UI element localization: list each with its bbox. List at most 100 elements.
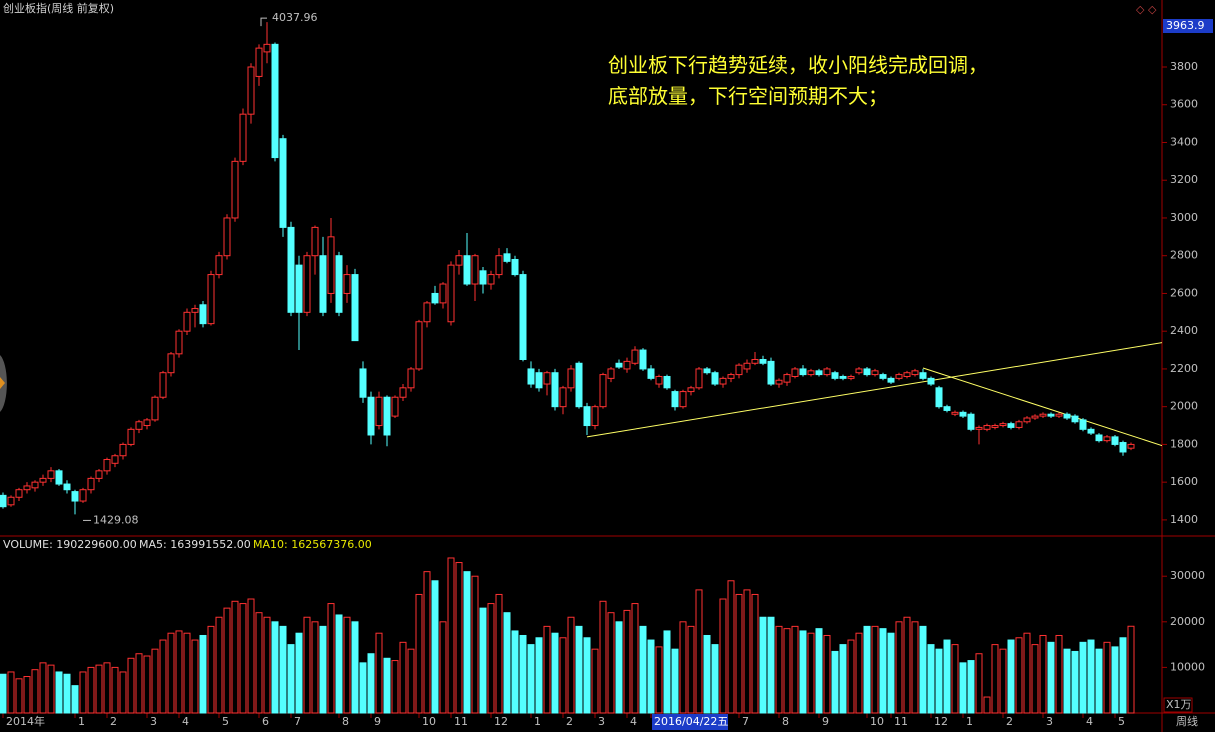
volume-bar	[359, 662, 367, 714]
candle-body	[143, 419, 151, 427]
candle-body	[1127, 443, 1135, 449]
candle-body	[823, 368, 831, 376]
volume-label: VOLUME: 190229600.00	[3, 538, 137, 551]
side-arrow[interactable]	[0, 377, 5, 389]
volume-bar	[919, 625, 927, 714]
volume-bar	[263, 616, 271, 714]
volume-bar	[311, 621, 319, 714]
volume-bar	[687, 625, 695, 714]
candle-body	[639, 349, 647, 370]
volume-bar	[735, 593, 743, 714]
volume-bar	[991, 644, 999, 714]
x-tick-label: 8	[782, 715, 789, 728]
y-tick-label: 1800	[1170, 437, 1198, 450]
volume-bar	[743, 589, 751, 714]
candle-body	[359, 368, 367, 398]
y-tick-label: 1600	[1170, 475, 1198, 488]
volume-bar	[303, 616, 311, 714]
candle-body	[167, 353, 175, 374]
y-tick-label: 2600	[1170, 286, 1198, 299]
volume-bar	[511, 630, 519, 714]
candle-body	[911, 370, 919, 376]
x-tick-label: 6	[262, 715, 269, 728]
annotation-text: 创业板下行趋势延续，收小阳线完成回调，底部放量，下行空间预期不大；	[608, 53, 988, 108]
trendline	[586, 342, 1162, 438]
volume-bar	[1103, 641, 1111, 714]
x-tick-label: 11	[894, 715, 908, 728]
x-tick-label: 11	[454, 715, 468, 728]
volume-bar	[463, 571, 471, 714]
icon[interactable]: ◇	[1136, 3, 1145, 16]
candle-body	[0, 494, 7, 508]
period-label[interactable]: 周线	[1176, 714, 1198, 728]
candle-body	[463, 255, 471, 285]
volume-bar	[407, 648, 415, 714]
candle-body	[103, 459, 111, 472]
x-tick-label: 9	[822, 715, 829, 728]
volume-bar	[1039, 634, 1047, 714]
volume-bar	[1063, 648, 1071, 714]
volume-bar	[895, 621, 903, 714]
candle-body	[335, 255, 343, 313]
candle-body	[919, 372, 927, 379]
volume-bar	[0, 673, 7, 714]
candle-body	[1055, 413, 1063, 417]
candle-body	[15, 489, 23, 498]
candle-body	[1007, 423, 1015, 428]
x-tick-label: 1	[534, 715, 541, 728]
volume-bar	[559, 637, 567, 714]
candle-body	[975, 426, 983, 430]
volume-bar	[783, 628, 791, 714]
candle-body	[791, 368, 799, 377]
candle-body	[703, 368, 711, 374]
x-tick-label: 10	[870, 715, 884, 728]
volume-bar	[327, 603, 335, 714]
volume-bar	[367, 653, 375, 714]
candle-body	[1047, 413, 1055, 417]
volume-bar	[639, 625, 647, 714]
candle-body	[879, 374, 887, 379]
candle-body	[511, 258, 519, 276]
candle-body	[599, 374, 607, 408]
candle-body	[487, 274, 495, 285]
candle-body	[247, 66, 255, 115]
candle-body	[935, 387, 943, 408]
candle-body	[871, 370, 879, 376]
candle-body	[943, 406, 951, 411]
volume-bar	[847, 639, 855, 714]
volume-bar	[703, 634, 711, 714]
candle-body	[1103, 436, 1111, 442]
candle-body	[679, 391, 687, 408]
trendline	[922, 367, 1162, 447]
volume-bar	[15, 678, 23, 714]
candle-body	[1039, 413, 1047, 417]
volume-bar	[655, 646, 663, 714]
volume-bar	[343, 616, 351, 714]
candle-body	[575, 362, 583, 408]
volume-tick-label: 10000	[1170, 660, 1205, 673]
candle-body	[383, 396, 391, 436]
candle-body	[183, 311, 191, 332]
volume-bar	[583, 637, 591, 714]
x-tick-label: 5	[1118, 715, 1125, 728]
volume-bar	[975, 653, 983, 714]
peak-arrow	[260, 17, 267, 27]
volume-bar	[23, 676, 31, 714]
candle-body	[31, 481, 39, 489]
volume-bar	[399, 641, 407, 714]
candle-body	[79, 489, 87, 502]
candle-body	[983, 425, 991, 430]
y-tick-label: 2800	[1170, 249, 1198, 262]
volume-bar	[1023, 632, 1031, 714]
icon[interactable]: ◇	[1148, 3, 1157, 16]
volume-bar	[287, 644, 295, 714]
candle-body	[95, 470, 103, 479]
volume-bar	[415, 593, 423, 714]
volume-bar	[1015, 637, 1023, 714]
volume-bar	[863, 625, 871, 714]
volume-bar	[127, 657, 135, 714]
volume-tick-label: 30000	[1170, 569, 1205, 582]
volume-bar	[95, 664, 103, 714]
volume-bar	[167, 632, 175, 714]
candle-body	[767, 360, 775, 385]
